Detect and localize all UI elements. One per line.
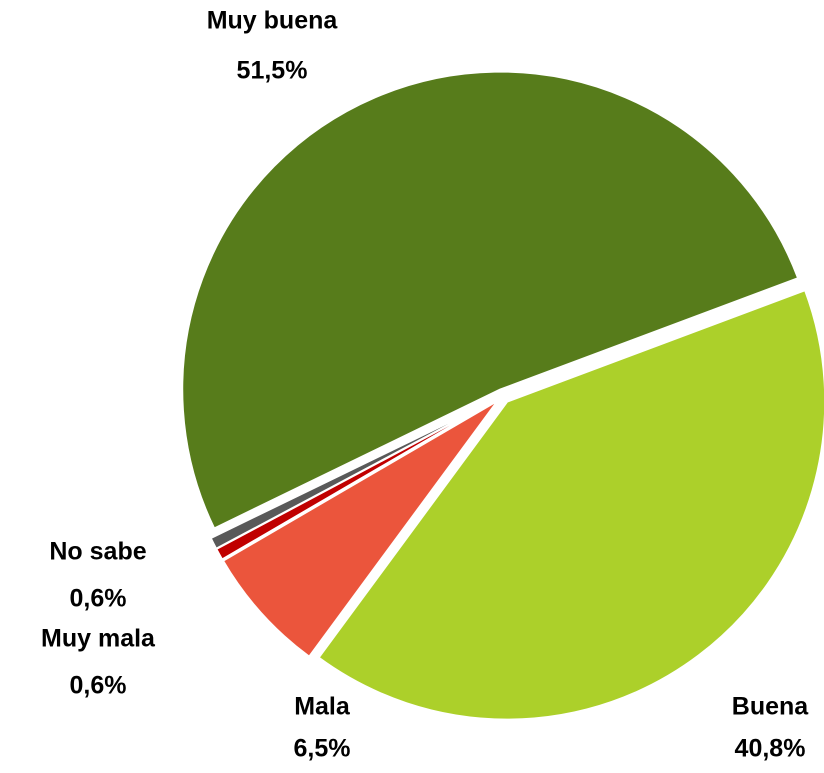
- pie-slice: [209, 398, 498, 551]
- pie-slice: [221, 399, 499, 659]
- slice-label: No sabe: [49, 538, 146, 566]
- slice-label: Buena: [732, 693, 810, 721]
- slice-value-label: 6,5%: [294, 735, 351, 763]
- slice-label: Muy buena: [207, 7, 339, 35]
- pie-slice: [181, 70, 800, 530]
- slice-value-label: 40,8%: [735, 735, 806, 763]
- slice-value-label: 0,6%: [70, 585, 127, 613]
- slice-value-label: 51,5%: [237, 57, 308, 85]
- pie-slice: [317, 288, 824, 721]
- slice-label: Mala: [294, 693, 351, 721]
- slice-value-label: 0,6%: [70, 672, 127, 700]
- slice-label: Muy mala: [41, 625, 156, 653]
